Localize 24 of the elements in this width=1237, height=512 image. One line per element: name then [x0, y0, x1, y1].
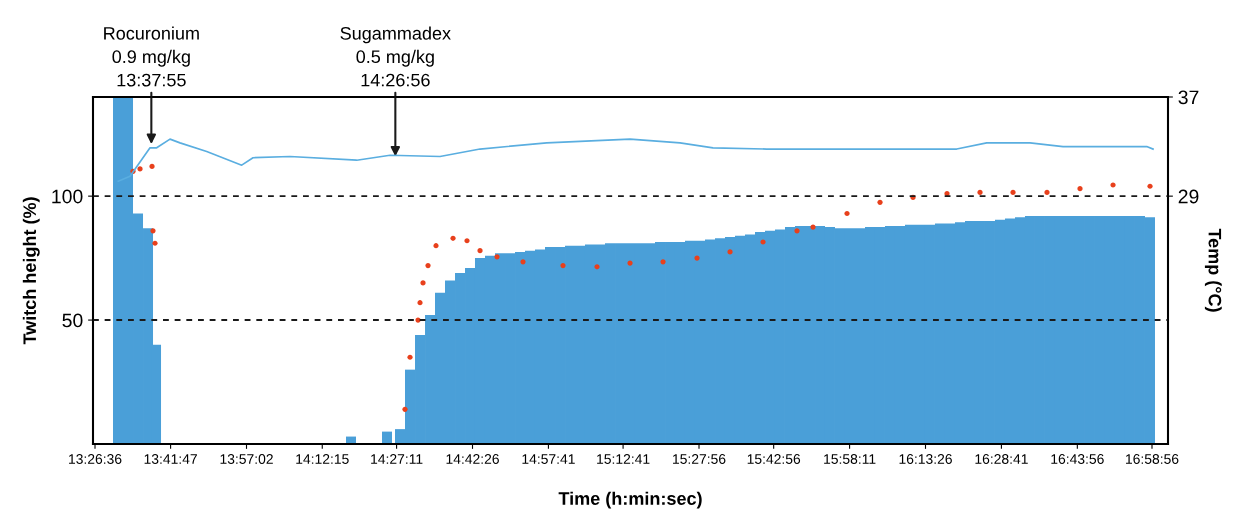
x-tick-label: 15:58:11 — [824, 454, 876, 464]
x-tick-label: 16:43:56 — [1051, 454, 1104, 464]
x-tick-label: 13:26:36 — [69, 454, 122, 464]
annotation: Rocuronium 0.9 mg/kg 13:37:55 — [104, 26, 199, 87]
x-tick-label: 14:42:26 — [446, 454, 499, 464]
x-tick-label: 15:12:41 — [597, 454, 650, 464]
y-axis-title: Twitch height (%) — [22, 197, 40, 345]
y2-axis-title: Temp (°C) — [1204, 228, 1222, 312]
x-tick-label: 15:42:56 — [747, 454, 801, 464]
y-tick-label: 50 — [62, 313, 83, 328]
x-tick-label: 15:27:56 — [673, 454, 726, 464]
x-tick-label: 14:57:41 — [522, 454, 575, 464]
x-tick-label: 16:28:41 — [975, 454, 1028, 464]
x-tick-label: 14:12:15 — [296, 454, 349, 464]
x-tick-label: 16:58:56 — [1126, 454, 1179, 464]
x-tick-label: 13:57:02 — [220, 454, 273, 464]
y2-tick-label: 29 — [1178, 189, 1199, 204]
annotation: Sugammadex 0.5 mg/kg 14:26:56 — [340, 26, 451, 87]
y2-tick-label: 37 — [1178, 90, 1199, 105]
x-tick-label: 14:27:11 — [371, 454, 423, 464]
y-tick-label: 100 — [52, 189, 83, 204]
x-tick-label: 16:13:26 — [899, 454, 952, 464]
x-tick-label: 13:41:47 — [144, 454, 197, 464]
x-axis-title: Time (h:min:sec) — [558, 491, 702, 509]
